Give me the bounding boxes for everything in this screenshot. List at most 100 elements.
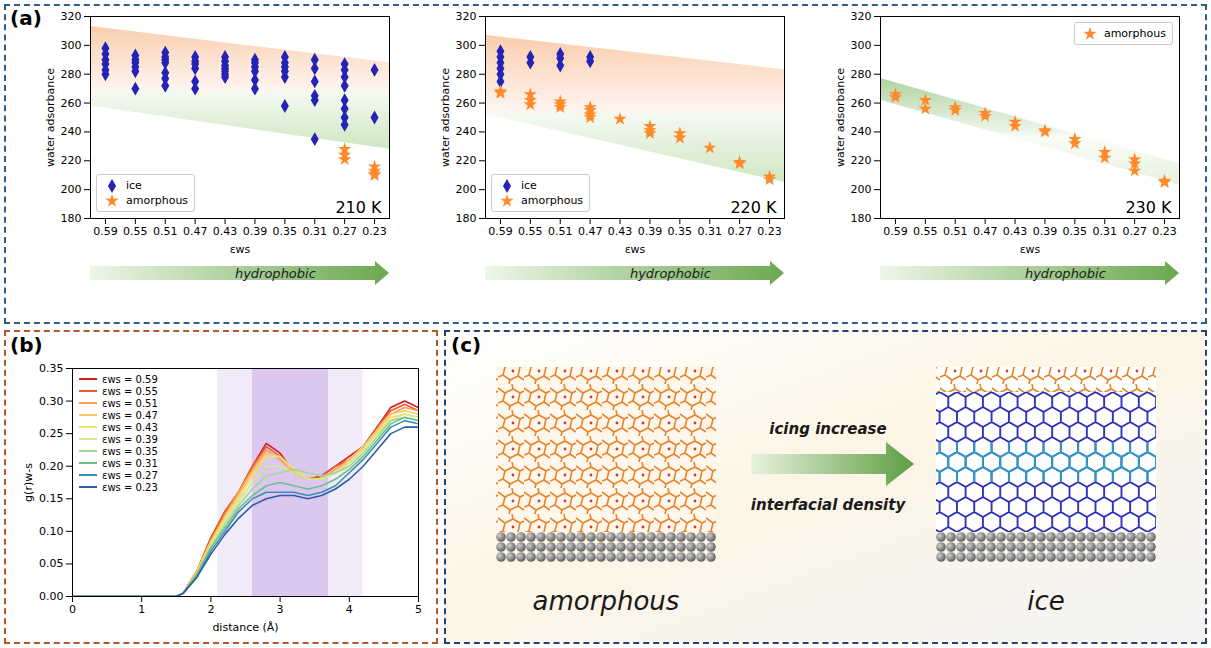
svg-text:εws: εws xyxy=(625,243,646,256)
svg-text:0.43: 0.43 xyxy=(1003,225,1028,238)
svg-text:300: 300 xyxy=(61,39,82,52)
html-text:εws = 0.59: εws = 0.59 xyxy=(102,373,158,385)
svg-text:300: 300 xyxy=(456,39,477,52)
svg-text:0.51: 0.51 xyxy=(548,225,573,238)
html-text:(b): (b) xyxy=(10,333,43,357)
svg-text:0.47: 0.47 xyxy=(973,225,998,238)
svg-text:0.35: 0.35 xyxy=(668,225,693,238)
svg-text:0.30: 0.30 xyxy=(39,395,64,408)
svg-text:200: 200 xyxy=(61,183,82,196)
svg-text:0.27: 0.27 xyxy=(332,225,357,238)
svg-text:230 K: 230 K xyxy=(1125,198,1172,217)
svg-text:0.05: 0.05 xyxy=(39,557,64,570)
svg-text:0.10: 0.10 xyxy=(39,525,64,538)
html-text:(c): (c) xyxy=(451,333,482,357)
svg-text:180: 180 xyxy=(61,212,82,225)
html-text:εws = 0.43: εws = 0.43 xyxy=(102,421,158,433)
svg-text:0.59: 0.59 xyxy=(488,225,513,238)
svg-text:εws: εws xyxy=(230,243,251,256)
svg-text:0.23: 0.23 xyxy=(362,225,387,238)
html-text:εws = 0.39: εws = 0.39 xyxy=(102,433,158,445)
svg-text:0.31: 0.31 xyxy=(303,225,328,238)
svg-text:240: 240 xyxy=(456,125,477,138)
svg-text:0.55: 0.55 xyxy=(913,225,938,238)
svg-text:3: 3 xyxy=(277,603,284,616)
svg-text:0.47: 0.47 xyxy=(183,225,208,238)
svg-text:220: 220 xyxy=(456,154,477,167)
svg-text:0.25: 0.25 xyxy=(39,427,64,440)
svg-text:300: 300 xyxy=(851,39,872,52)
html-text:ice: ice xyxy=(126,179,142,192)
svg-text:0.43: 0.43 xyxy=(608,225,633,238)
svg-text:240: 240 xyxy=(61,125,82,138)
svg-text:320: 320 xyxy=(851,10,872,23)
svg-text:210 K: 210 K xyxy=(335,198,382,217)
svg-text:0: 0 xyxy=(69,603,76,616)
svg-text:260: 260 xyxy=(851,97,872,110)
svg-text:260: 260 xyxy=(456,97,477,110)
svg-text:4: 4 xyxy=(346,603,353,616)
svg-text:εws: εws xyxy=(1020,243,1041,256)
svg-text:0.39: 0.39 xyxy=(1033,225,1058,238)
svg-text:0.00: 0.00 xyxy=(39,590,64,603)
svg-text:320: 320 xyxy=(61,10,82,23)
html-text:amorphous: amorphous xyxy=(521,194,584,207)
svg-text:water adsorbance: water adsorbance xyxy=(834,68,847,167)
html-text:amorphous: amorphous xyxy=(1103,27,1166,40)
svg-text:260: 260 xyxy=(61,97,82,110)
svg-text:interfacial density: interfacial density xyxy=(751,496,907,514)
html-text:ice: ice xyxy=(521,179,537,192)
svg-text:240: 240 xyxy=(851,125,872,138)
html-text:amorphous: amorphous xyxy=(126,194,189,207)
svg-text:180: 180 xyxy=(456,212,477,225)
svg-text:0.27: 0.27 xyxy=(727,225,752,238)
html-text:εws = 0.51: εws = 0.51 xyxy=(102,397,158,409)
svg-text:water adsorbance: water adsorbance xyxy=(439,68,452,167)
svg-text:hydrophobic: hydrophobic xyxy=(630,266,711,281)
svg-text:0.35: 0.35 xyxy=(273,225,298,238)
svg-text:0.27: 0.27 xyxy=(1122,225,1147,238)
svg-text:ice: ice xyxy=(1027,586,1065,616)
svg-text:0.39: 0.39 xyxy=(638,225,663,238)
svg-text:0.31: 0.31 xyxy=(698,225,723,238)
svg-text:0.55: 0.55 xyxy=(123,225,148,238)
svg-text:0.59: 0.59 xyxy=(93,225,118,238)
svg-text:0.31: 0.31 xyxy=(1093,225,1118,238)
html-text:εws = 0.47: εws = 0.47 xyxy=(102,409,158,421)
svg-text:200: 200 xyxy=(851,183,872,196)
svg-text:5: 5 xyxy=(415,603,422,616)
svg-text:280: 280 xyxy=(456,68,477,81)
svg-text:0.43: 0.43 xyxy=(213,225,238,238)
svg-text:0.35: 0.35 xyxy=(1063,225,1088,238)
svg-text:0.47: 0.47 xyxy=(578,225,603,238)
svg-text:0.23: 0.23 xyxy=(1152,225,1177,238)
svg-text:220: 220 xyxy=(61,154,82,167)
html-text:εws = 0.55: εws = 0.55 xyxy=(102,385,158,397)
svg-text:0.20: 0.20 xyxy=(39,460,64,473)
html-text:(a): (a) xyxy=(10,6,42,30)
svg-text:0.23: 0.23 xyxy=(757,225,782,238)
svg-text:0.51: 0.51 xyxy=(153,225,178,238)
svg-text:water adsorbance: water adsorbance xyxy=(44,68,57,167)
svg-text:1: 1 xyxy=(138,603,145,616)
svg-text:distance (Å): distance (Å) xyxy=(212,621,278,634)
svg-text:0.55: 0.55 xyxy=(518,225,543,238)
svg-text:0.35: 0.35 xyxy=(39,362,64,375)
svg-text:amorphous: amorphous xyxy=(533,586,680,616)
svg-text:220 K: 220 K xyxy=(730,198,777,217)
svg-text:hydrophobic: hydrophobic xyxy=(1025,266,1106,281)
svg-text:280: 280 xyxy=(851,68,872,81)
svg-text:320: 320 xyxy=(456,10,477,23)
svg-text:icing increase: icing increase xyxy=(769,420,886,438)
svg-text:g(r)w-s: g(r)w-s xyxy=(22,463,35,502)
svg-text:180: 180 xyxy=(851,212,872,225)
svg-text:hydrophobic: hydrophobic xyxy=(235,266,316,281)
svg-text:0.39: 0.39 xyxy=(243,225,268,238)
svg-text:2: 2 xyxy=(207,603,214,616)
svg-text:0.51: 0.51 xyxy=(943,225,968,238)
svg-text:0.15: 0.15 xyxy=(39,492,64,505)
svg-text:220: 220 xyxy=(851,154,872,167)
svg-text:280: 280 xyxy=(61,68,82,81)
svg-text:0.59: 0.59 xyxy=(883,225,908,238)
svg-text:200: 200 xyxy=(456,183,477,196)
